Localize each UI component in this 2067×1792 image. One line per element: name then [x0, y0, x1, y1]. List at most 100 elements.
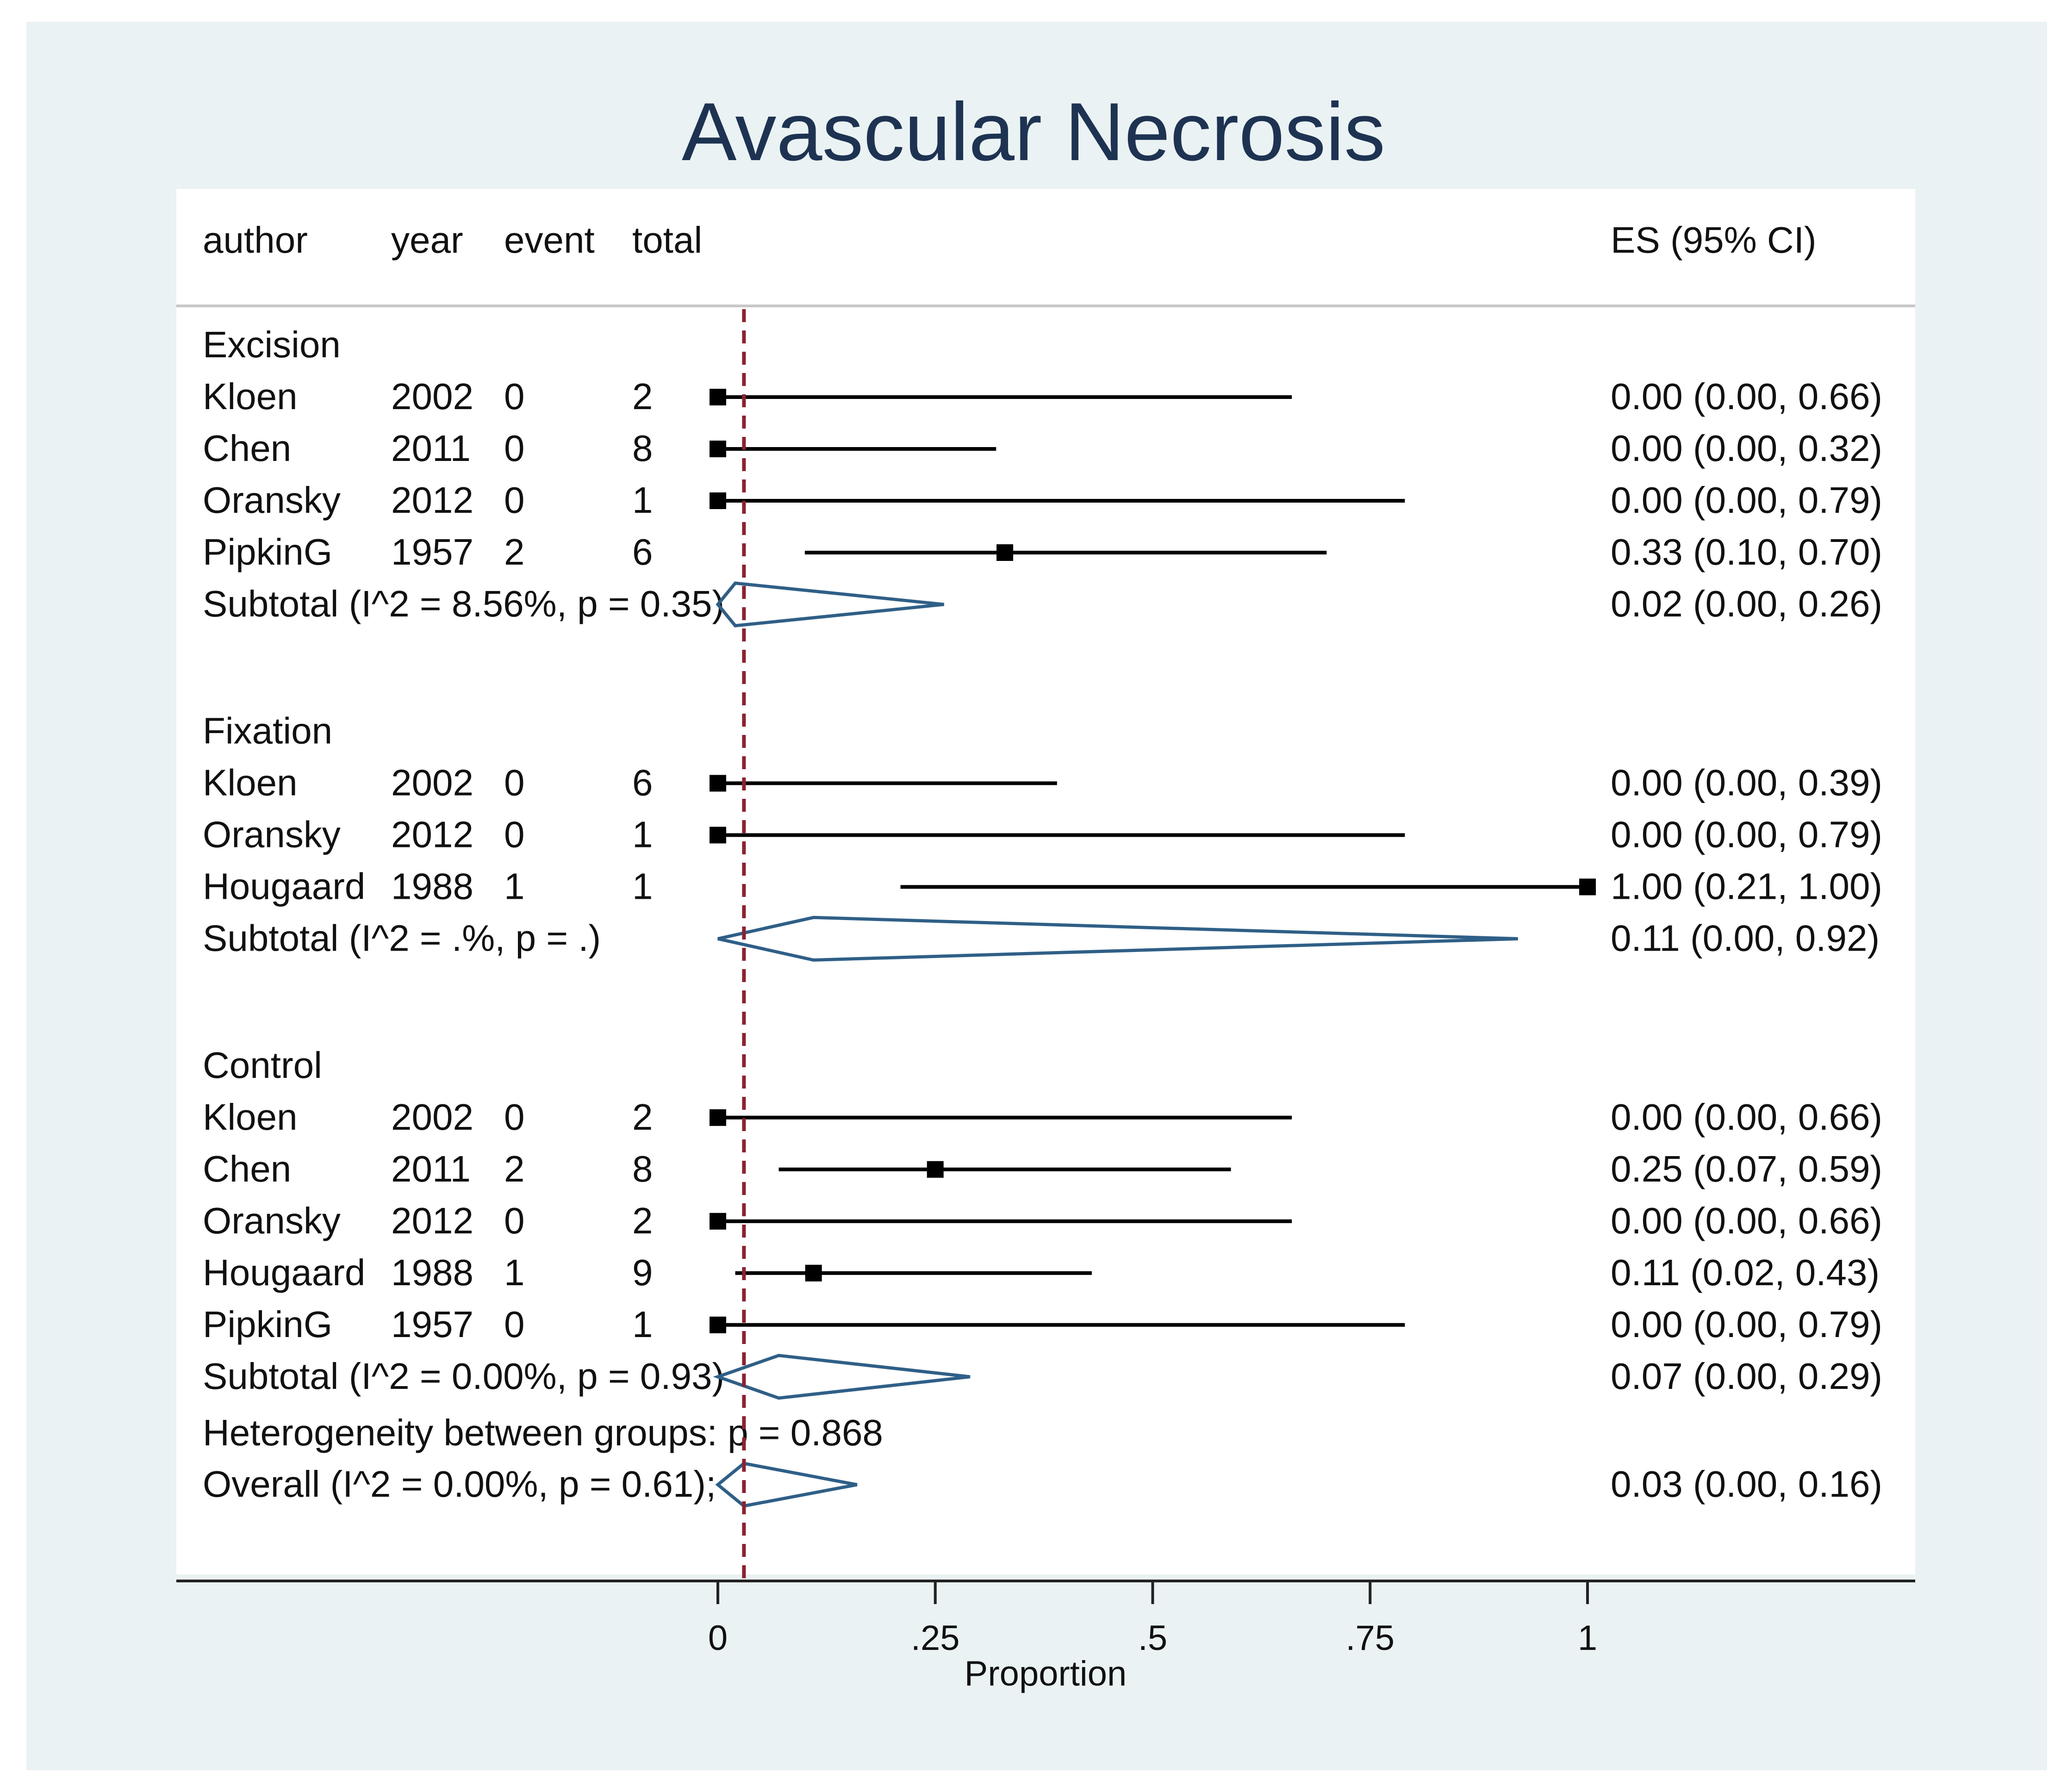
study-es-ci: 0.00 (0.00, 0.79) — [1611, 1304, 1882, 1345]
study-event: 0 — [504, 376, 525, 417]
header-author: author — [203, 219, 308, 261]
study-total: 9 — [632, 1252, 653, 1293]
effect-marker — [996, 544, 1014, 561]
effect-marker — [710, 1213, 726, 1230]
study-year: 2012 — [391, 1200, 473, 1241]
study-year: 1957 — [391, 531, 473, 572]
header-year: year — [391, 219, 463, 261]
study-es-ci: 0.00 (0.00, 0.66) — [1611, 376, 1882, 417]
header-es: ES (95% CI) — [1611, 219, 1817, 261]
effect-marker — [710, 441, 726, 457]
study-event: 0 — [504, 814, 525, 855]
study-es-ci: 0.00 (0.00, 0.66) — [1611, 1200, 1882, 1241]
study-author: Chen — [203, 1148, 291, 1189]
x-tick-label: .25 — [911, 1618, 960, 1658]
subtotal-diamond — [716, 581, 944, 628]
overall-label: Overall (I^2 = 0.00%, p = 0.61); — [203, 1463, 716, 1505]
study-total: 6 — [632, 531, 653, 572]
x-tick-label: .5 — [1138, 1618, 1167, 1658]
study-es-ci: 0.00 (0.00, 0.39) — [1611, 762, 1882, 803]
study-year: 2002 — [391, 376, 473, 417]
effect-marker — [710, 1316, 726, 1333]
study-event: 1 — [504, 865, 525, 907]
group-label: Fixation — [203, 710, 332, 751]
subtotal-diamond — [713, 1354, 971, 1400]
study-total: 1 — [632, 479, 653, 521]
study-author: Hougaard — [203, 1252, 365, 1293]
study-total: 1 — [632, 865, 653, 907]
subtotal-label: Subtotal (I^2 = 0.00%, p = 0.93) — [203, 1356, 724, 1397]
study-total: 6 — [632, 762, 653, 803]
study-year: 2002 — [391, 1096, 473, 1138]
study-total: 8 — [632, 428, 653, 469]
study-total: 2 — [632, 376, 653, 417]
effect-marker — [927, 1161, 944, 1178]
study-author: Chen — [203, 428, 291, 469]
study-year: 2011 — [391, 428, 471, 469]
study-event: 0 — [504, 762, 525, 803]
study-es-ci: 0.25 (0.07, 0.59) — [1611, 1148, 1882, 1189]
group-label: Control — [203, 1045, 322, 1086]
group-label: Excision — [203, 324, 341, 365]
effect-marker — [710, 775, 726, 792]
subtotal-es-ci: 0.02 (0.00, 0.26) — [1611, 583, 1882, 624]
study-es-ci: 1.00 (0.21, 1.00) — [1611, 865, 1882, 907]
study-event: 0 — [504, 479, 525, 521]
study-es-ci: 0.33 (0.10, 0.70) — [1611, 531, 1882, 572]
subtotal-es-ci: 0.07 (0.00, 0.29) — [1611, 1356, 1882, 1397]
study-author: Kloen — [203, 1096, 298, 1138]
header-total: total — [632, 219, 702, 261]
study-es-ci: 0.00 (0.00, 0.79) — [1611, 814, 1882, 855]
x-tick-label: 1 — [1578, 1618, 1597, 1658]
study-es-ci: 0.00 (0.00, 0.32) — [1611, 428, 1882, 469]
study-year: 2002 — [391, 762, 473, 803]
study-total: 2 — [632, 1096, 653, 1138]
effect-marker — [805, 1264, 822, 1282]
study-author: Oransky — [203, 814, 341, 855]
study-year: 2012 — [391, 479, 473, 521]
study-year: 2012 — [391, 814, 473, 855]
study-author: Oransky — [203, 479, 341, 521]
study-author: Hougaard — [203, 865, 365, 907]
effect-marker — [710, 1109, 726, 1126]
study-total: 1 — [632, 814, 653, 855]
study-event: 2 — [504, 531, 525, 572]
header-event: event — [504, 219, 595, 261]
study-event: 0 — [504, 428, 525, 469]
study-author: PipkinG — [203, 1304, 332, 1345]
x-tick-label: 0 — [708, 1618, 728, 1658]
overall-es-ci: 0.03 (0.00, 0.16) — [1611, 1463, 1882, 1505]
study-event: 0 — [504, 1096, 525, 1138]
study-year: 1988 — [391, 865, 473, 907]
chart-title: Avascular Necrosis — [681, 86, 1386, 178]
x-tick-label: .75 — [1345, 1618, 1395, 1658]
study-event: 2 — [504, 1148, 525, 1189]
study-author: Kloen — [203, 762, 298, 803]
effect-marker — [1579, 878, 1596, 896]
subtotal-label: Subtotal (I^2 = 8.56%, p = 0.35) — [203, 583, 724, 624]
study-total: 2 — [632, 1200, 653, 1241]
effect-marker — [710, 827, 726, 844]
subtotal-label: Subtotal (I^2 = .%, p = .) — [203, 917, 601, 958]
study-event: 0 — [504, 1200, 525, 1241]
heterogeneity-text: Heterogeneity between groups: p = 0.868 — [203, 1412, 883, 1453]
plot-panel — [176, 189, 1915, 1574]
study-year: 2011 — [391, 1148, 471, 1189]
study-author: Kloen — [203, 376, 298, 417]
effect-marker — [710, 492, 726, 509]
study-total: 8 — [632, 1148, 653, 1189]
study-year: 1988 — [391, 1252, 473, 1293]
study-total: 1 — [632, 1304, 653, 1345]
study-author: Oransky — [203, 1200, 341, 1241]
effect-marker — [710, 389, 726, 405]
study-author: PipkinG — [203, 531, 332, 572]
study-es-ci: 0.00 (0.00, 0.66) — [1611, 1096, 1882, 1138]
study-es-ci: 0.11 (0.02, 0.43) — [1611, 1252, 1880, 1293]
study-year: 1957 — [391, 1304, 473, 1345]
subtotal-es-ci: 0.11 (0.00, 0.92) — [1611, 917, 1880, 958]
subtotal-diamond — [717, 915, 1518, 962]
study-es-ci: 0.00 (0.00, 0.79) — [1611, 479, 1882, 521]
overall-diamond — [715, 1462, 858, 1508]
study-event: 1 — [504, 1252, 525, 1293]
